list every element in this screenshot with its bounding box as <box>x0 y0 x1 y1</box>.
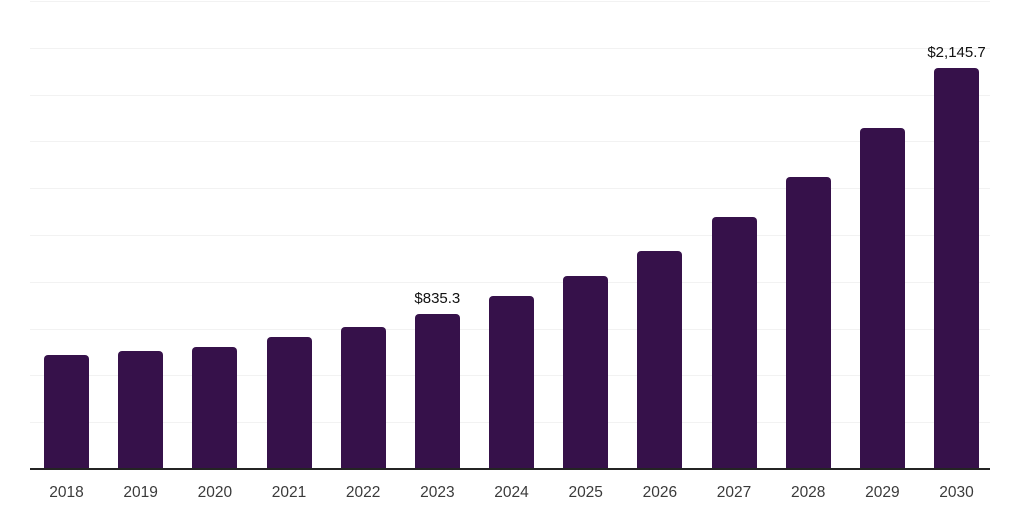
bar-2025 <box>563 276 609 470</box>
plot-area: $835.3 $2,145.7 <box>30 0 990 470</box>
gridline <box>30 281 990 283</box>
x-tick-2026: 2026 <box>642 484 678 501</box>
bar-2020 <box>192 347 238 470</box>
gridline <box>30 1 990 2</box>
data-label-2030: $2,145.7 <box>927 44 986 62</box>
bar-2026 <box>637 250 683 470</box>
bar-2021 <box>266 337 312 470</box>
gridline <box>30 188 990 190</box>
gridline <box>30 47 990 49</box>
x-tick-2027: 2027 <box>716 484 752 501</box>
bar-2022 <box>340 326 386 470</box>
gridline <box>30 141 990 143</box>
bar-2024 <box>489 295 535 470</box>
data-label-2023: $835.3 <box>414 289 461 307</box>
bar-2030 <box>934 68 980 470</box>
bar-2023 <box>414 313 460 470</box>
gridline <box>30 94 990 96</box>
bar-2028 <box>785 177 831 470</box>
x-tick-2024: 2024 <box>494 484 529 501</box>
bar-2019 <box>118 351 164 470</box>
x-tick-2021: 2021 <box>271 484 307 501</box>
bar-2027 <box>711 217 757 470</box>
x-tick-2022: 2022 <box>345 484 381 501</box>
x-tick-2025: 2025 <box>568 484 603 501</box>
x-tick-2028: 2028 <box>790 484 826 501</box>
x-tick-2019: 2019 <box>123 484 158 501</box>
gridline <box>30 235 990 236</box>
x-tick-2029: 2029 <box>865 484 900 501</box>
x-axis-line <box>30 468 990 470</box>
x-tick-2023: 2023 <box>420 484 455 501</box>
x-tick-2030: 2030 <box>939 484 974 501</box>
bar-2029 <box>859 128 905 470</box>
bar-2018 <box>44 354 89 470</box>
x-tick-2020: 2020 <box>197 484 233 501</box>
x-tick-2018: 2018 <box>49 484 84 501</box>
